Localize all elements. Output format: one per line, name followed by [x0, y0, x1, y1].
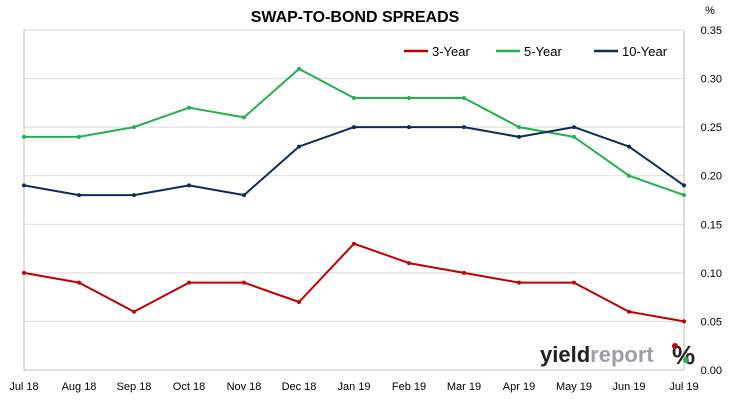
data-point-3-year — [462, 270, 466, 275]
data-point-3-year — [682, 319, 686, 324]
y-tick-label: 0.30 — [701, 74, 722, 86]
y-tick-label: 0.05 — [701, 316, 722, 328]
data-point-5-year — [462, 96, 466, 100]
y-tick-label: 0.10 — [701, 268, 722, 280]
data-point-10-year — [572, 125, 576, 130]
grid-layer: 0.00 0.05 0.10 0.15 0.20 0.25 0.30 0.35 — [24, 25, 722, 377]
data-point-10-year — [462, 125, 466, 130]
data-point-10-year — [517, 134, 521, 139]
brand-dot-green — [683, 357, 689, 363]
brand-word-report: report — [590, 342, 654, 367]
legend-label-5-year: 5-Year — [524, 44, 562, 59]
data-point-10-year — [22, 183, 26, 188]
data-point-5-year — [77, 134, 81, 139]
data-point-3-year — [407, 261, 411, 266]
y-tick-label: 0.20 — [701, 171, 722, 183]
series-line-3-year — [23, 242, 685, 323]
x-tick-label: Jun 19 — [612, 381, 645, 393]
x-tick-label: Jul 19 — [669, 381, 698, 393]
data-point-3-year — [77, 280, 81, 285]
x-tick-label: Apr 19 — [503, 381, 535, 393]
series-layer — [22, 66, 686, 324]
brand-dot-red — [672, 343, 678, 349]
data-point-3-year — [242, 280, 246, 285]
x-tick-label: Nov 18 — [227, 381, 262, 393]
data-point-10-year — [682, 183, 686, 188]
axis-layer: Jul 18 Aug 18 Sep 18 Oct 18 Nov 18 Dec 18 Jan … — [9, 30, 699, 393]
data-point-10-year — [297, 144, 301, 149]
data-point-10-year — [187, 183, 191, 188]
data-point-3-year — [627, 309, 631, 314]
data-point-5-year — [407, 96, 411, 100]
legend-label-3-year: 3-Year — [432, 44, 470, 59]
data-point-10-year — [627, 144, 631, 149]
x-tick-label: Mar 19 — [447, 381, 481, 393]
data-point-10-year — [407, 125, 411, 130]
y-tick-label: 0.15 — [701, 219, 722, 231]
series-line-10-year — [23, 126, 685, 197]
x-tick-label: Jul 18 — [9, 381, 38, 393]
data-point-5-year — [682, 193, 686, 198]
x-tick-label: Sep 18 — [117, 381, 152, 393]
data-point-5-year — [627, 173, 631, 178]
data-point-3-year — [352, 241, 356, 246]
data-point-10-year — [352, 125, 356, 130]
data-point-5-year — [517, 125, 521, 130]
x-tick-label: May 19 — [556, 381, 592, 393]
brand-percent-mark: % — [672, 340, 695, 370]
x-tick-label: Dec 18 — [282, 381, 317, 393]
x-tick-label: Oct 18 — [173, 381, 205, 393]
y-axis-unit: % — [705, 5, 715, 17]
data-point-3-year — [297, 300, 301, 304]
brand-word-yield: yield — [540, 342, 590, 367]
data-point-3-year — [572, 280, 576, 285]
y-tick-label: 0.00 — [701, 365, 722, 377]
data-point-5-year — [132, 125, 136, 130]
data-point-3-year — [517, 280, 521, 285]
data-point-10-year — [132, 193, 136, 198]
legend: 3-Year 5-Year 10-Year — [404, 44, 668, 59]
x-tick-label: Aug 18 — [62, 381, 97, 393]
legend-label-10-year: 10-Year — [622, 44, 668, 59]
chart-title: SWAP-TO-BOND SPREADS — [251, 9, 460, 26]
x-tick-label: Feb 19 — [392, 381, 426, 393]
data-point-5-year — [187, 105, 191, 110]
data-point-5-year — [297, 66, 301, 71]
data-point-3-year — [22, 270, 26, 275]
data-point-3-year — [132, 309, 136, 314]
data-point-5-year — [242, 115, 246, 120]
svg-text:yieldreport: yieldreport — [540, 342, 654, 367]
data-point-5-year — [22, 134, 26, 139]
data-point-10-year — [77, 193, 81, 198]
yieldreport-logo: yieldreport % — [540, 340, 695, 370]
data-point-3-year — [187, 280, 191, 285]
data-point-5-year — [572, 134, 576, 139]
data-point-10-year — [242, 193, 246, 198]
x-tick-label: Jan 19 — [337, 381, 370, 393]
data-point-5-year — [352, 96, 356, 100]
y-tick-label: 0.25 — [701, 122, 722, 134]
y-tick-label: 0.35 — [701, 25, 722, 37]
